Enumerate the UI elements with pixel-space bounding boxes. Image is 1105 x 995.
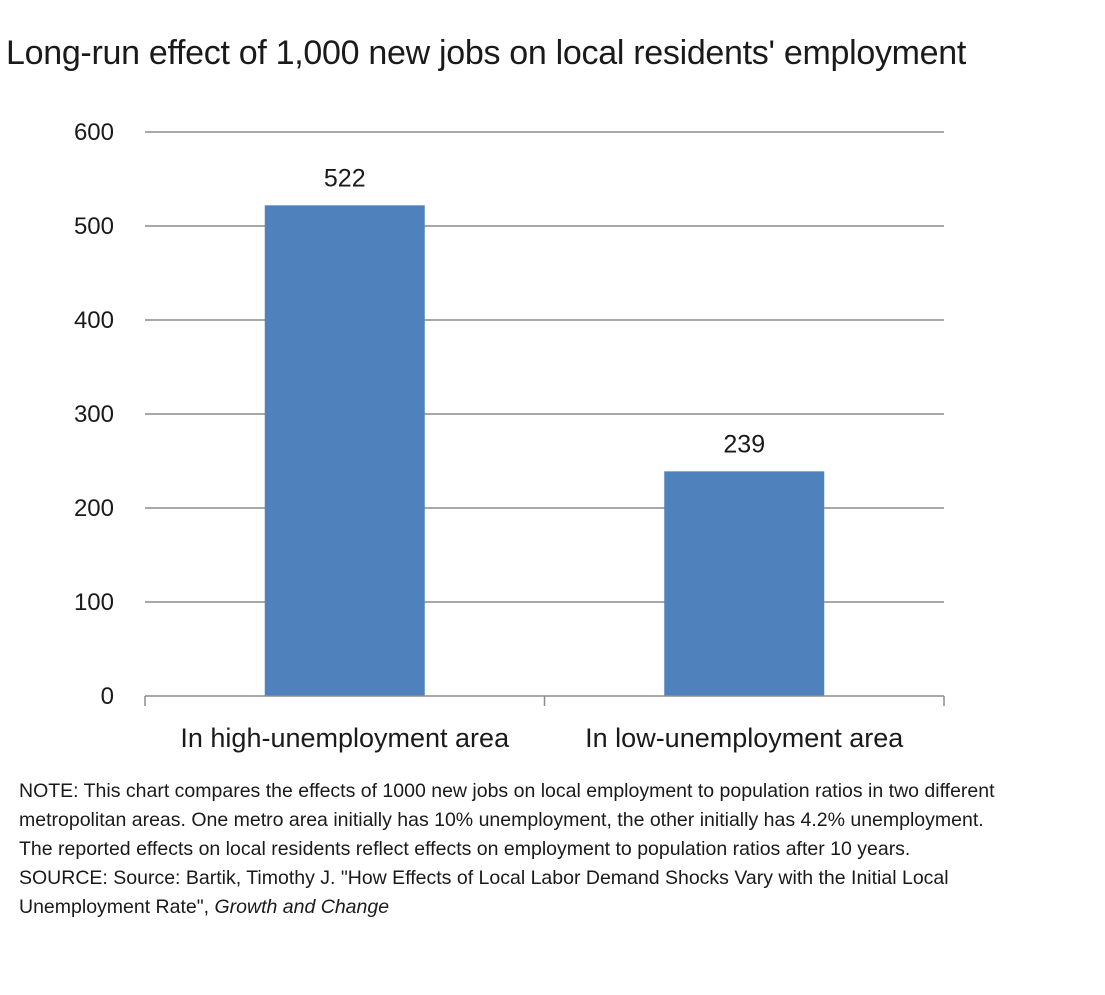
data-label: 522 <box>324 164 366 192</box>
y-tick-label: 300 <box>74 401 114 428</box>
data-label: 239 <box>723 430 765 458</box>
x-tick-label: In high-unemployment area <box>180 723 510 753</box>
x-axis <box>144 695 945 706</box>
y-axis-tick-labels: 0 100 200 300 400 500 600 <box>74 119 114 710</box>
note-text: NOTE: This chart compares the effects of… <box>19 780 995 860</box>
x-tick-label: In low-unemployment area <box>585 723 904 753</box>
y-tick-label: 200 <box>74 495 114 522</box>
footnote: NOTE: This chart compares the effects of… <box>19 777 1009 922</box>
y-tick-label: 0 <box>101 683 114 710</box>
bar-chart: 0 100 200 300 400 500 600 522 239 In high-unemp… <box>74 119 945 753</box>
data-labels: 522 239 <box>324 164 765 458</box>
source-journal: Growth and Change <box>214 896 390 918</box>
bar <box>664 471 825 696</box>
bar <box>264 205 425 696</box>
y-tick-label: 600 <box>74 119 114 146</box>
source-text: SOURCE: Source: Bartik, Timothy J. "How … <box>19 864 1009 922</box>
y-tick-label: 400 <box>74 307 114 334</box>
bars <box>264 205 825 696</box>
y-tick-label: 500 <box>74 213 114 240</box>
x-axis-tick-labels: In high-unemployment area In low-unemploy… <box>180 723 904 753</box>
chart-title: Long-run effect of 1,000 new jobs on loc… <box>6 34 967 72</box>
y-tick-label: 100 <box>74 589 114 616</box>
source-citation: SOURCE: Source: Bartik, Timothy J. "How … <box>19 867 949 918</box>
